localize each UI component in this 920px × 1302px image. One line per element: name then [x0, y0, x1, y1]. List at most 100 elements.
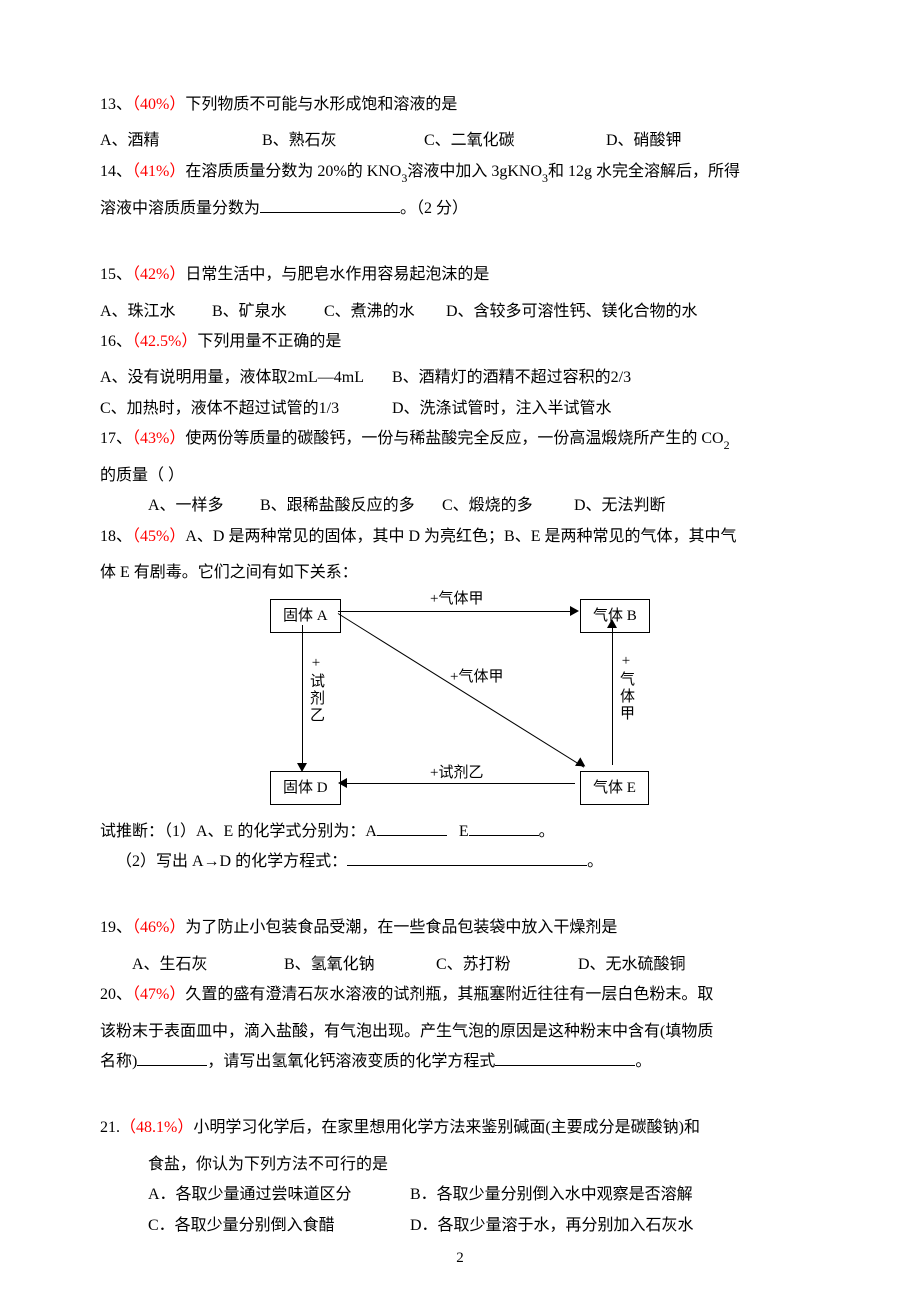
q17-opt-d: D、无法判断: [574, 491, 666, 521]
q16-opt-d: D、洗涤试管时，注入半试管水: [392, 394, 612, 424]
q20-period: 。: [635, 1053, 651, 1070]
q19-options: A、生石灰 B、氢氧化钠 C、苏打粉 D、无水硫酸铜: [100, 950, 820, 980]
question-20: 20、（47%）久置的盛有澄清石灰水溶液的试剂瓶，其瓶塞附近往往有一层白色粉末。…: [100, 980, 820, 1010]
q20-line3: 名称) ，请写出氢氧化钙溶液变质的化学方程式 。: [100, 1047, 820, 1077]
arrowhead-a-d: [297, 763, 307, 772]
question-14: 14、（41%）在溶质质量分数为 20%的 KNO3溶液中加入 3gKNO3和 …: [100, 157, 820, 188]
q20-percent: （47%）: [132, 986, 185, 1003]
q17-text-b: 的质量（ ）: [100, 467, 184, 484]
question-17: 17、（43%）使两份等质量的碳酸钙，一份与稀盐酸完全反应，一份高温煅烧所产生的…: [100, 424, 820, 455]
q14-tail: 。（2 分）: [400, 200, 468, 217]
q20-blank-1: [137, 1048, 207, 1066]
q15-options: A、珠江水 B、矿泉水 C、煮沸的水 D、含较多可溶性钙、镁化合物的水: [100, 297, 820, 327]
q18-blank-a: [377, 818, 447, 836]
q18-percent: （45%）: [132, 528, 185, 545]
question-15: 15、（42%）日常生活中，与肥皂水作用容易起泡沫的是: [100, 260, 820, 290]
q18-diagram: 固体 A 气体 B 固体 D 气体 E +气体甲 +试剂乙 +气体甲 +气体甲 …: [260, 593, 780, 813]
q18-text-b: 体 E 有剧毒。它们之间有如下关系：: [100, 564, 358, 581]
q18-infer: 试推断：（1）A、E 的化学式分别为：A: [100, 823, 377, 840]
arrowhead-e-d: [338, 778, 347, 788]
label-left: +试剂乙: [308, 655, 323, 724]
q19-percent: （46%）: [132, 919, 185, 936]
q15-percent: （42%）: [132, 266, 185, 283]
q21-number: 21.: [100, 1119, 120, 1136]
q18-infer-line: 试推断：（1）A、E 的化学式分别为：A E 。: [100, 817, 820, 847]
q19-text: 为了防止小包装食品受潮，在一些食品包装袋中放入干燥剂是: [185, 919, 617, 936]
q20-text-c: 名称): [100, 1053, 137, 1070]
q14-percent: （41%）: [132, 163, 185, 180]
q21-opt-a: A．各取少量通过尝味道区分: [148, 1180, 398, 1210]
q16-number: 16、: [100, 333, 132, 350]
q18-period-2: 。: [587, 853, 603, 870]
question-19: 19、（46%）为了防止小包装食品受潮，在一些食品包装袋中放入干燥剂是: [100, 913, 820, 943]
node-gas-e: 气体 E: [580, 771, 649, 806]
arrow-e-b: [612, 625, 613, 765]
q16-opt-a: A、没有说明用量，液体取2mL—4mL: [100, 363, 380, 393]
q15-opt-b: B、矿泉水: [212, 297, 312, 327]
q13-opt-b: B、熟石灰: [262, 126, 412, 156]
q17-options: A、一样多 B、跟稀盐酸反应的多 C、煅烧的多 D、无法判断: [100, 491, 820, 521]
label-right: +气体甲: [618, 653, 633, 722]
q21-text-b: 食盐，你认为下列方法不可行的是: [148, 1156, 388, 1173]
q16-line-ab: A、没有说明用量，液体取2mL—4mL B、酒精灯的酒精不超过容积的2/3: [100, 363, 820, 393]
q13-opt-d: D、硝酸钾: [606, 126, 682, 156]
q21-line-cd: C．各取少量分别倒入食醋 D．各取少量溶于水，再分别加入石灰水: [100, 1211, 820, 1241]
node-gas-b: 气体 B: [580, 599, 650, 634]
q15-opt-c: C、煮沸的水: [324, 297, 434, 327]
q18-period-1: 。: [539, 823, 555, 840]
q19-opt-d: D、无水硫酸铜: [578, 950, 686, 980]
label-diag: +气体甲: [450, 663, 503, 692]
node-solid-a: 固体 A: [270, 599, 341, 634]
question-16: 16、（42.5%）下列用量不正确的是: [100, 327, 820, 357]
q21-text-a: 小明学习化学后，在家里想用化学方法来鉴别碱面(主要成分是碳酸钠)和: [193, 1119, 700, 1136]
arrowhead-a-b: [570, 606, 579, 616]
q13-opt-a: A、酒精: [100, 126, 250, 156]
q21-percent: （48.1%）: [120, 1119, 193, 1136]
q14-number: 14、: [100, 163, 132, 180]
q19-opt-c: C、苏打粉: [436, 950, 566, 980]
q17-opt-b: B、跟稀盐酸反应的多: [260, 491, 430, 521]
q13-opt-c: C、二氧化碳: [424, 126, 594, 156]
q16-percent: （42.5%）: [132, 333, 197, 350]
q18-e-label: E: [459, 823, 469, 840]
q19-opt-a: A、生石灰: [132, 950, 272, 980]
q15-opt-d: D、含较多可溶性钙、镁化合物的水: [446, 297, 698, 327]
q18-sub2-line: （2）写出 A→D 的化学方程式： 。: [100, 847, 820, 877]
q17-sub2: 2: [724, 434, 730, 457]
q20-line2: 该粉末于表面皿中，滴入盐酸，有气泡出现。产生气泡的原因是这种粉末中含有(填物质: [100, 1017, 820, 1047]
q13-number: 13、: [100, 96, 132, 113]
q14-sub3-a: 3: [401, 167, 407, 190]
q14-line2: 溶液中溶质质量分数为。（2 分）: [100, 194, 820, 224]
q16-opt-c: C、加热时，液体不超过试管的1/3: [100, 394, 380, 424]
q21-opt-b: B．各取少量分别倒入水中观察是否溶解: [410, 1180, 693, 1210]
q18-number: 18、: [100, 528, 132, 545]
q13-percent: （40%）: [132, 96, 185, 113]
q16-opt-b: B、酒精灯的酒精不超过容积的2/3: [392, 363, 631, 393]
q16-line-cd: C、加热时，液体不超过试管的1/3 D、洗涤试管时，注入半试管水: [100, 394, 820, 424]
q20-text-b: 该粉末于表面皿中，滴入盐酸，有气泡出现。产生气泡的原因是这种粉末中含有(填物质: [100, 1023, 713, 1040]
question-13: 13、（40%）下列物质不可能与水形成饱和溶液的是: [100, 90, 820, 120]
arrow-a-d: [302, 625, 303, 765]
q17-number: 17、: [100, 430, 132, 447]
q16-text: 下列用量不正确的是: [197, 333, 341, 350]
q14-text-b: 溶液中加入 3gKNO: [407, 163, 542, 180]
q18-blank-eq: [347, 848, 587, 866]
question-18: 18、（45%）A、D 是两种常见的固体，其中 D 为亮红色；B、E 是两种常见…: [100, 522, 820, 552]
q20-text-d: ，请写出氢氧化钙溶液变质的化学方程式: [207, 1053, 495, 1070]
q18-blank-e: [469, 818, 539, 836]
node-solid-d: 固体 D: [270, 771, 341, 806]
label-top: +气体甲: [430, 585, 483, 614]
q18-sub2: （2）写出 A→D 的化学方程式：: [116, 853, 347, 870]
q19-number: 19、: [100, 919, 132, 936]
q21-opt-c: C．各取少量分别倒入食醋: [148, 1211, 398, 1241]
q17-percent: （43%）: [132, 430, 185, 447]
arrowhead-e-b: [607, 619, 617, 628]
q17-text-a: 使两份等质量的碳酸钙，一份与稀盐酸完全反应，一份高温煅烧所产生的 CO: [185, 430, 723, 447]
q13-options: A、酒精 B、熟石灰 C、二氧化碳 D、硝酸钾: [100, 126, 820, 156]
question-21: 21.（48.1%）小明学习化学后，在家里想用化学方法来鉴别碱面(主要成分是碳酸…: [100, 1113, 820, 1143]
q14-sub3-b: 3: [542, 167, 548, 190]
q18-text-a: A、D 是两种常见的固体，其中 D 为亮红色；B、E 是两种常见的气体，其中气: [185, 528, 736, 545]
q20-blank-2: [495, 1048, 635, 1066]
q17-line2: 的质量（ ）: [100, 461, 820, 491]
q14-text-c: 和 12g 水完全溶解后，所得: [548, 163, 740, 180]
